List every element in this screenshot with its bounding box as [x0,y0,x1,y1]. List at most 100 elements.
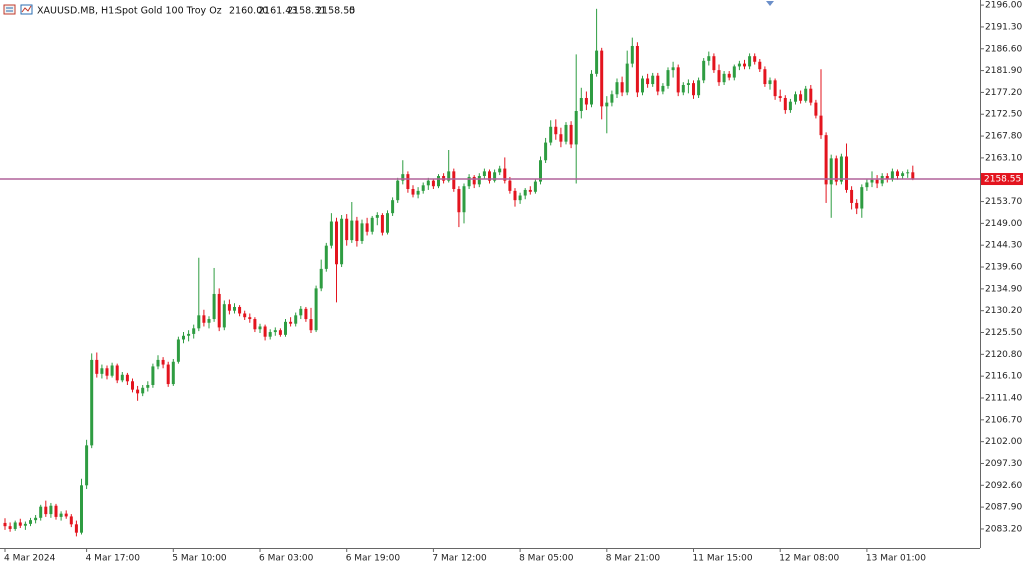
candle-body [600,50,604,107]
candle-body [625,63,629,93]
price-label: 2158.55 [984,175,1021,185]
candle-body [278,330,282,335]
header-low: 2158.31 [287,6,326,17]
y-tick-label: 2130.20 [985,306,1022,316]
candle-body [641,78,644,93]
candle-body [610,94,614,103]
y-tick-label: 2181.90 [985,66,1022,76]
candle-body [890,171,894,179]
candle-body [238,306,242,314]
candle-body [166,364,170,385]
candle-body [794,94,797,102]
x-tick-label: 4 Mar 2024 [4,554,56,564]
candle-body [809,88,813,103]
candle-body [768,80,772,85]
candle-body [717,70,721,83]
candle-body [819,115,823,136]
candle-body [192,328,196,334]
candle-body [457,189,461,213]
candle-body [493,172,497,181]
candle-body [783,97,787,111]
candle-body [839,156,843,182]
candle-body [482,171,486,177]
candle-body [870,179,874,183]
candle-body [564,124,568,142]
candle-body [814,102,818,116]
candle-body [217,293,221,328]
y-tick-label: 2087.90 [985,503,1022,513]
candle-body [692,83,695,96]
candle-body [23,523,27,526]
candle-body [13,522,17,529]
x-tick-label: 8 Mar 05:00 [519,554,574,564]
y-tick-label: 2144.30 [985,241,1022,251]
candle-body [788,101,792,111]
x-tick-label: 6 Mar 03:00 [259,554,314,564]
y-tick-label: 2177.20 [985,88,1022,98]
candle-body [707,56,711,61]
candle-body [268,332,272,337]
candle-body [80,485,83,533]
candle-body [95,359,99,374]
candle-body [258,326,262,330]
candle-body [539,160,542,182]
candle-body [131,381,134,390]
candle-body [829,158,833,185]
candle-body [845,156,848,190]
candle-body [743,63,746,67]
candle-body [120,374,124,381]
candle-body [488,171,491,181]
candle-body [437,176,440,187]
candle-body [365,223,369,232]
x-tick-label: 5 Mar 10:00 [172,554,227,564]
y-tick-label: 2116.10 [985,372,1022,382]
candle-body [666,70,670,86]
candle-body [253,319,257,330]
candle-body [227,304,231,311]
candle-body [222,304,226,328]
candle-body [462,186,466,213]
candle-body [243,313,247,318]
y-tick-label: 2125.50 [985,328,1022,338]
candle-body [911,172,915,180]
candle-body [100,368,104,374]
x-tick-label: 12 Mar 08:00 [779,554,839,564]
candle-body [804,88,808,101]
candle-body [151,366,155,385]
x-tick-label: 8 Mar 21:00 [606,554,661,564]
candle-body [727,73,731,78]
candle-body [896,171,899,177]
y-tick-label: 2134.90 [985,284,1022,294]
candle-body [651,75,655,85]
candle-body [8,526,12,529]
candle-body [559,134,563,142]
y-tick-label: 2153.70 [985,197,1022,207]
candle-body [722,73,726,83]
candle-body [391,200,395,214]
candle-body [350,220,354,241]
candle-body [661,85,665,92]
candle-body [737,63,741,67]
candle-body [477,176,481,185]
candle-body [472,176,476,185]
y-tick-label: 2120.80 [985,350,1022,360]
candle-body [187,333,191,336]
candle-body [324,245,328,269]
x-tick-label: 4 Mar 17:00 [86,554,141,564]
candle-body [39,506,43,518]
candle-body [513,190,517,201]
candle-body [136,389,140,394]
candle-body [294,315,298,324]
candle-body [467,176,471,187]
candle-body [584,97,588,105]
header-volume: 0 [349,6,355,17]
y-tick-label: 2092.60 [985,481,1022,491]
candle-body [518,195,522,201]
candle-body [656,75,660,92]
header-high: 2161.43 [258,6,297,17]
candle-body [426,180,430,186]
candle-body [18,522,22,526]
candle-body [554,126,558,135]
candle-body [712,56,716,71]
candle-body [319,268,323,289]
